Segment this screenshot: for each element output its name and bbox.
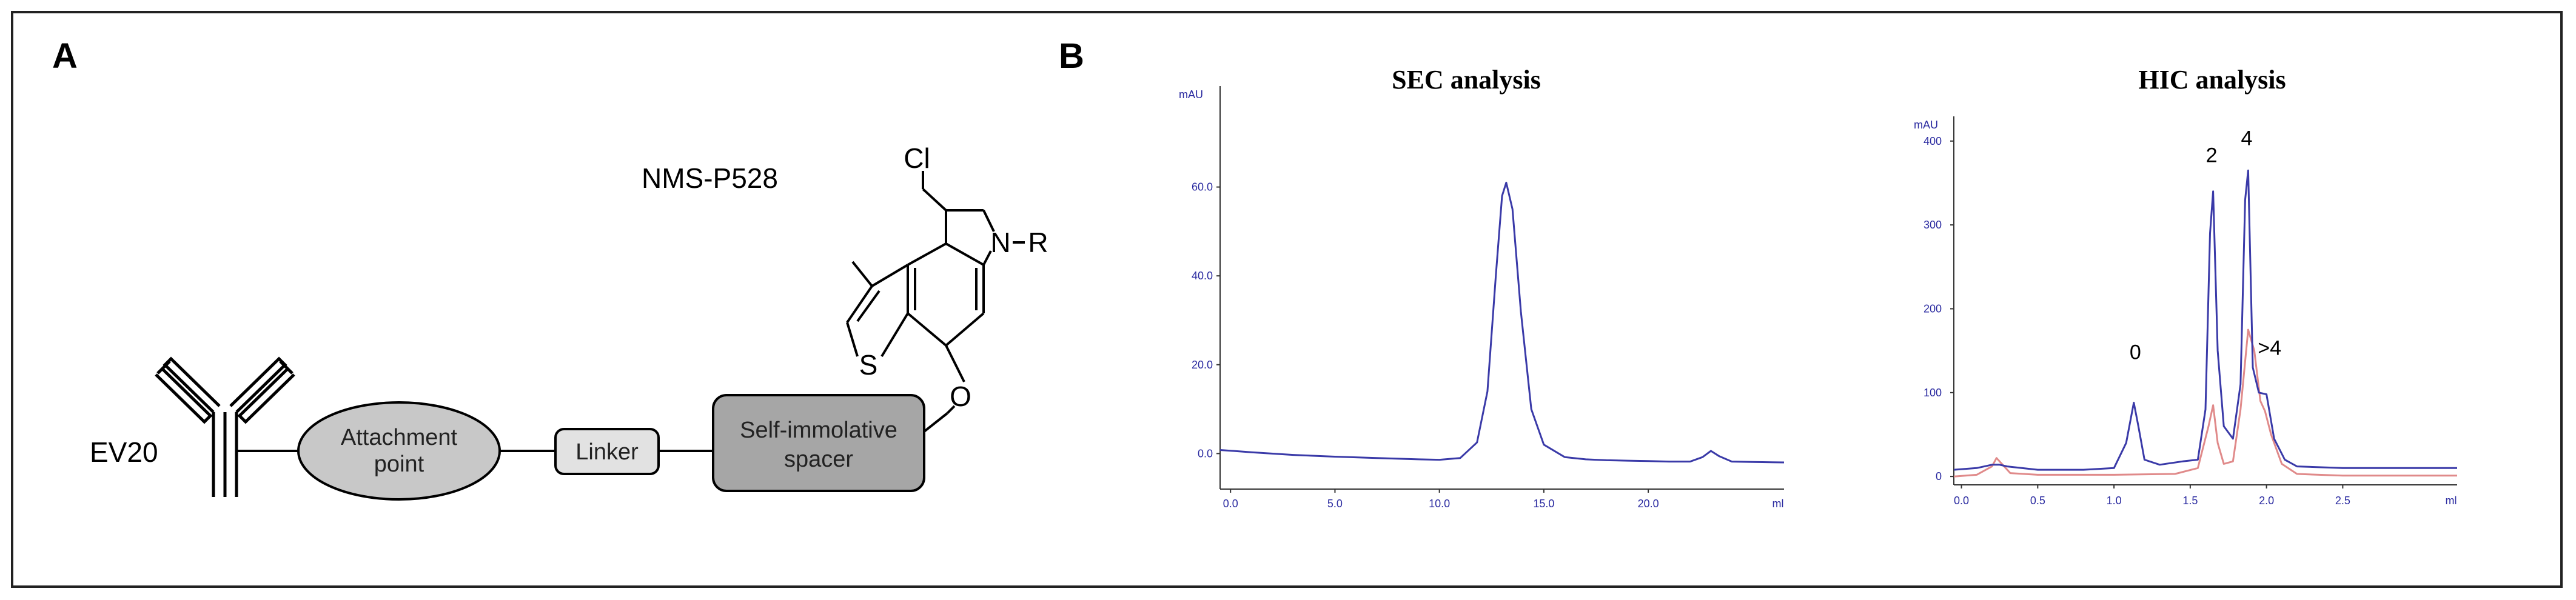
panel-a-label: A xyxy=(52,36,78,76)
spacer-label-line1: Self-immolative xyxy=(740,418,897,443)
x-tick-label: 10.0 xyxy=(1429,498,1450,510)
spacer-label-line2: spacer xyxy=(784,447,853,472)
figure-panel: A B EV20 Attachment point Linker Self-im… xyxy=(11,11,2563,588)
series-line xyxy=(1953,169,2457,471)
attachment-point-node xyxy=(297,401,501,501)
peak-label: 2 xyxy=(2206,144,2218,167)
x-tick-label: 5.0 xyxy=(1327,498,1343,510)
atom-s: S xyxy=(859,349,878,381)
y-tick-label: 0.0 xyxy=(1198,447,1213,459)
hic-chart: HIC analysis mAU 0 100 200 300 400 0.0 0.5 1.0 1.5… xyxy=(1914,65,2457,507)
x-tick-label: 0.0 xyxy=(1223,498,1238,510)
x-tick-label: 1.5 xyxy=(2182,495,2198,507)
y-tick-label: 400 xyxy=(1924,135,1942,147)
x-tick-label: 2.0 xyxy=(2259,495,2274,507)
sec-chart: SEC analysis mAU 0.0 20.0 40.0 60.0 0.0 5.0 10.0… xyxy=(1179,65,1785,510)
y-axis-label: mAU xyxy=(1179,88,1203,101)
y-tick-label: 100 xyxy=(1924,387,1942,399)
y-tick-label: 40.0 xyxy=(1192,270,1213,282)
spacer-node xyxy=(712,394,925,492)
x-tick-label: 15.0 xyxy=(1533,498,1554,510)
peak-label: 0 xyxy=(2130,341,2141,364)
atom-o: O xyxy=(950,381,971,412)
atom-n: N xyxy=(990,227,1010,258)
panel-b-label: B xyxy=(1059,36,1084,76)
x-axis-unit: ml xyxy=(1773,498,1784,510)
x-tick-label: 20.0 xyxy=(1638,498,1659,510)
x-tick-label: 2.5 xyxy=(2335,495,2350,507)
y-tick-label: 300 xyxy=(1924,219,1942,231)
y-tick-label: 20.0 xyxy=(1192,359,1213,371)
payload-name: NMS-P528 xyxy=(642,162,778,194)
attachment-label-line2: point xyxy=(374,452,424,477)
y-tick-label: 0 xyxy=(1936,470,1942,482)
chart-title: HIC analysis xyxy=(2138,65,2286,95)
x-tick-label: 0.5 xyxy=(2030,495,2045,507)
x-tick-label: 1.0 xyxy=(2107,495,2122,507)
antibody-icon xyxy=(155,356,295,497)
series-line xyxy=(1219,181,1785,464)
linker-label: Linker xyxy=(575,439,639,465)
y-tick-label: 60.0 xyxy=(1192,181,1213,193)
chart-title: SEC analysis xyxy=(1392,65,1541,95)
atom-r: R xyxy=(1028,227,1048,258)
x-tick-label: 0.0 xyxy=(1954,495,1969,507)
chemical-structure xyxy=(846,171,1025,433)
antibody-label: EV20 xyxy=(90,436,158,468)
peak-label: >4 xyxy=(2258,337,2281,360)
y-axis-label: mAU xyxy=(1914,119,1938,131)
figure-svg: A B EV20 Attachment point Linker Self-im… xyxy=(52,36,2457,510)
attachment-label-line1: Attachment xyxy=(341,425,458,450)
peak-label: 4 xyxy=(2241,127,2252,150)
y-tick-label: 200 xyxy=(1924,302,1942,315)
x-axis-unit: ml xyxy=(2446,495,2457,507)
atom-cl: Cl xyxy=(904,142,930,174)
